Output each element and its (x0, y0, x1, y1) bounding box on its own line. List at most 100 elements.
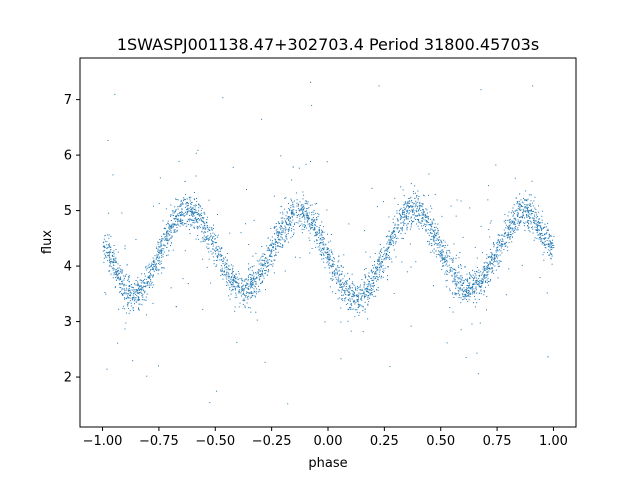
scatter-point (469, 207, 471, 209)
scatter-point (293, 222, 295, 224)
scatter-point (107, 139, 109, 141)
scatter-point (525, 209, 527, 211)
scatter-point (292, 212, 294, 214)
scatter-point (385, 255, 387, 257)
scatter-point (550, 257, 552, 259)
scatter-point (104, 235, 106, 236)
scatter-point (505, 294, 507, 296)
scatter-point (286, 238, 288, 240)
scatter-point (161, 235, 163, 237)
scatter-point (273, 195, 275, 197)
scatter-point (178, 212, 180, 214)
scatter-point (507, 236, 509, 238)
scatter-point (359, 312, 361, 314)
scatter-point (246, 291, 248, 293)
scatter-point (270, 250, 272, 252)
scatter-point (431, 220, 433, 222)
scatter-point (173, 224, 175, 226)
scatter-point (349, 287, 351, 289)
scatter-point (253, 277, 255, 279)
scatter-point (180, 223, 182, 225)
scatter-point (486, 295, 488, 297)
scatter-point (483, 276, 485, 278)
scatter-point (247, 276, 249, 278)
scatter-point (538, 238, 540, 240)
scatter-point (499, 245, 501, 247)
scatter-point (119, 283, 121, 285)
scatter-point (300, 208, 302, 210)
scatter-point (239, 302, 241, 304)
scatter-point (233, 280, 235, 282)
scatter-point (160, 241, 162, 243)
scatter-point (273, 243, 275, 245)
scatter-point (113, 253, 115, 255)
scatter-point (338, 281, 340, 283)
scatter-point (487, 273, 489, 275)
scatter-point (518, 222, 520, 224)
scatter-point (400, 233, 402, 235)
scatter-point (433, 229, 435, 231)
scatter-point (359, 293, 361, 295)
scatter-point (150, 280, 152, 282)
scatter-point (145, 285, 147, 287)
scatter-point (128, 277, 130, 279)
scatter-point (277, 245, 279, 247)
scatter-point (350, 303, 352, 305)
scatter-point (426, 216, 428, 218)
scatter-point (191, 219, 193, 221)
scatter-point (492, 272, 494, 274)
scatter-point (192, 221, 194, 223)
scatter-point (232, 279, 234, 281)
scatter-point (218, 252, 220, 254)
scatter-point (488, 267, 490, 269)
scatter-point (355, 295, 357, 297)
scatter-point (172, 225, 174, 227)
scatter-point (264, 254, 266, 256)
scatter-point (120, 287, 122, 289)
scatter-point (443, 259, 445, 261)
scatter-point (377, 267, 379, 269)
scatter-point (518, 209, 520, 211)
scatter-point (509, 219, 511, 221)
scatter-point (328, 258, 330, 260)
scatter-point (401, 226, 403, 228)
scatter-point (335, 292, 337, 294)
scatter-point (276, 242, 278, 244)
scatter-point (172, 212, 174, 214)
scatter-point (469, 288, 471, 290)
scatter-point (479, 285, 481, 287)
scatter-point (511, 210, 513, 212)
scatter-point (455, 287, 457, 289)
scatter-point (245, 286, 247, 288)
scatter-point (498, 265, 500, 267)
scatter-point (323, 255, 325, 257)
scatter-point (139, 285, 141, 287)
scatter-point (106, 256, 108, 258)
scatter-point (251, 284, 253, 286)
scatter-point (463, 289, 465, 291)
scatter-point (255, 283, 257, 285)
scatter-point (312, 224, 314, 226)
scatter-point (364, 275, 366, 277)
scatter-point (274, 227, 276, 229)
scatter-point (127, 308, 129, 310)
scatter-point (135, 289, 137, 291)
scatter-point (491, 254, 493, 256)
scatter-point (167, 223, 169, 225)
scatter-point (266, 265, 268, 267)
scatter-point (487, 256, 489, 258)
scatter-point (529, 217, 531, 219)
scatter-point (489, 280, 491, 282)
scatter-point (437, 239, 439, 241)
scatter-point (292, 166, 294, 168)
scatter-point (396, 224, 398, 226)
scatter-point (102, 245, 104, 247)
scatter-point (151, 263, 153, 265)
scatter-point (476, 279, 478, 281)
scatter-point (306, 213, 308, 215)
scatter-point (285, 215, 287, 217)
scatter-point (444, 255, 446, 257)
scatter-point (117, 342, 119, 344)
scatter-point (541, 215, 543, 217)
scatter-point (279, 239, 281, 241)
